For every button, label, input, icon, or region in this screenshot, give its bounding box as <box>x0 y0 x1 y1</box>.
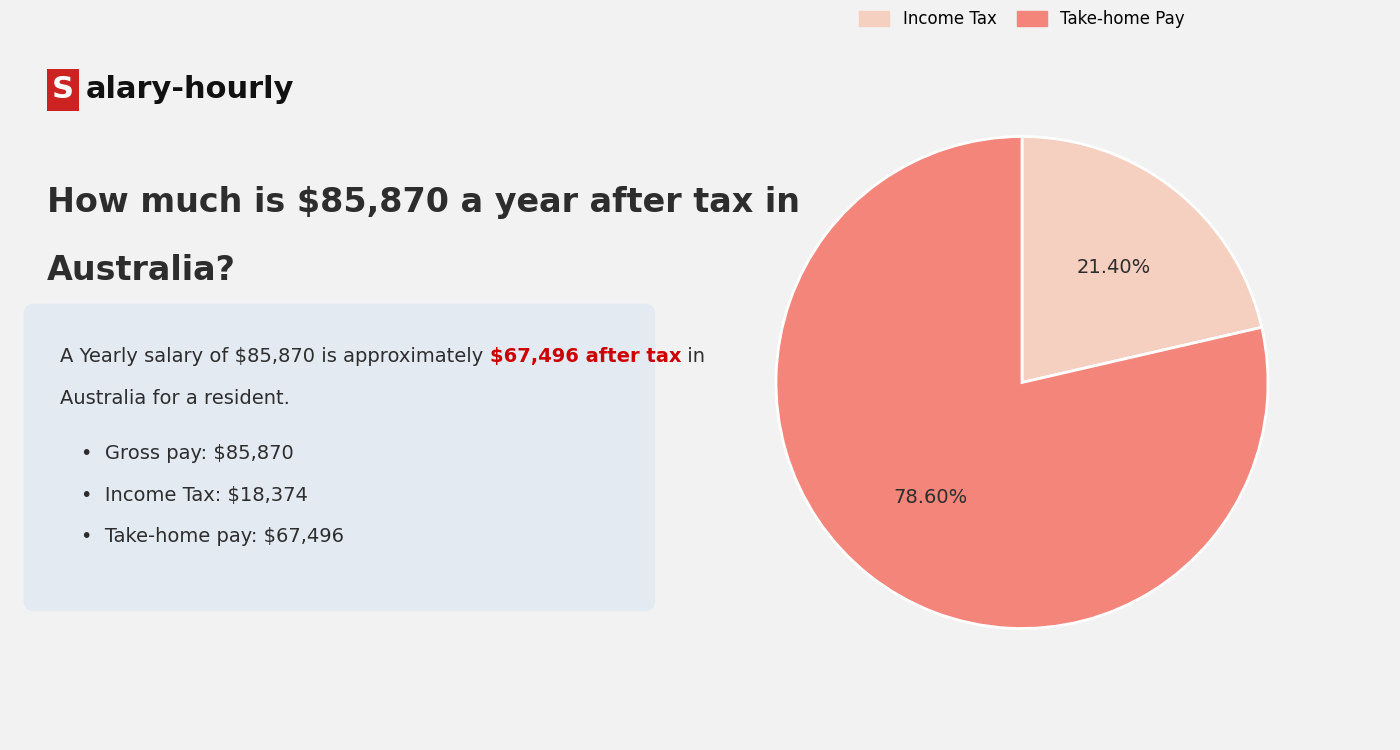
Legend: Income Tax, Take-home Pay: Income Tax, Take-home Pay <box>853 4 1191 34</box>
FancyBboxPatch shape <box>48 69 80 111</box>
FancyBboxPatch shape <box>24 304 655 611</box>
Wedge shape <box>776 136 1268 628</box>
Text: Australia?: Australia? <box>48 254 237 286</box>
Wedge shape <box>1022 136 1261 382</box>
Text: How much is $85,870 a year after tax in: How much is $85,870 a year after tax in <box>48 186 799 219</box>
Text: Australia for a resident.: Australia for a resident. <box>60 389 290 409</box>
Text: alary-hourly: alary-hourly <box>85 76 294 104</box>
Text: 21.40%: 21.40% <box>1077 257 1151 277</box>
Text: •  Gross pay: $85,870: • Gross pay: $85,870 <box>81 444 294 464</box>
Text: $67,496 after tax: $67,496 after tax <box>490 346 682 366</box>
Text: S: S <box>52 76 74 104</box>
Text: A Yearly salary of $85,870 is approximately: A Yearly salary of $85,870 is approximat… <box>60 346 490 366</box>
Text: in: in <box>682 346 706 366</box>
Text: •  Take-home pay: $67,496: • Take-home pay: $67,496 <box>81 526 343 546</box>
Text: •  Income Tax: $18,374: • Income Tax: $18,374 <box>81 485 308 505</box>
Text: 78.60%: 78.60% <box>893 488 967 508</box>
